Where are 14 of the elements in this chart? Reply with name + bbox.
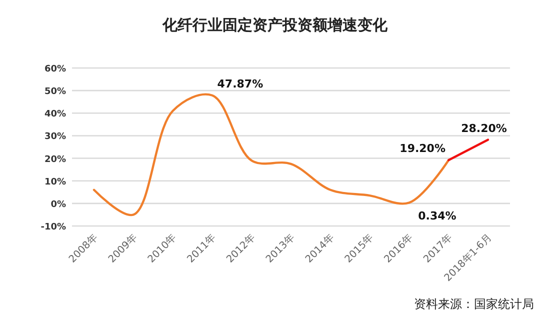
y-tick-label: 10% bbox=[44, 177, 66, 188]
y-tick-label: 30% bbox=[44, 132, 66, 142]
text: 资料来源：国家统计局 bbox=[414, 297, 534, 311]
y-tick-label: 0% bbox=[50, 200, 66, 210]
y-tick-label: 50% bbox=[44, 87, 66, 98]
y-tick-label: -10% bbox=[40, 222, 66, 232]
data-label: 28.20% bbox=[461, 122, 507, 135]
y-tick-label: 60% bbox=[44, 64, 66, 74]
data-label: 47.87% bbox=[217, 77, 264, 90]
y-tick-label: 40% bbox=[44, 110, 66, 120]
data-label: 19.20% bbox=[400, 142, 446, 156]
y-tick-label: 20% bbox=[44, 154, 66, 165]
data-label: 0.34% bbox=[418, 210, 456, 223]
chart-title: 化纤行业固定资产投资额增速变化 bbox=[162, 16, 388, 34]
